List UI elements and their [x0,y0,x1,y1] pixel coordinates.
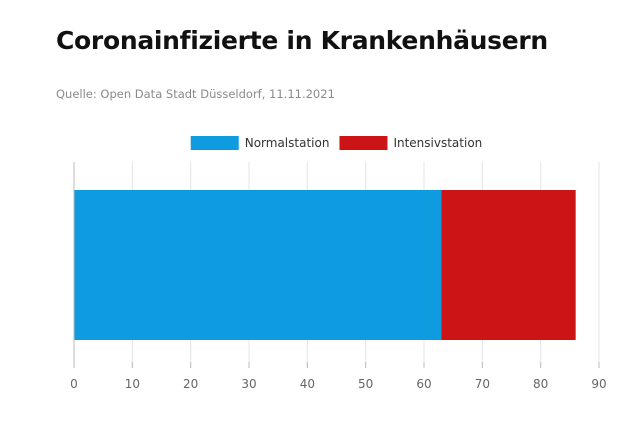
x-tick-label: 80 [533,377,548,391]
x-tick-label: 90 [591,377,606,391]
x-tick-label: 50 [358,377,373,391]
x-axis: 0 10 20 30 40 50 60 70 80 90 [70,162,607,391]
chart-source: Quelle: Open Data Stadt Düsseldorf, 11.1… [56,87,335,101]
x-tick-label: 10 [125,377,140,391]
legend-swatch-intensivstation [339,136,388,150]
x-tick-label: 20 [183,377,198,391]
bars [74,190,576,340]
x-tick-label: 0 [70,377,78,391]
x-tick-label: 70 [475,377,490,391]
legend-label-intensivstation: Intensivstation [393,136,482,150]
legend-label-normalstation: Normalstation [245,136,330,150]
x-tick-label: 40 [300,377,315,391]
legend-swatch-normalstation [190,136,239,150]
bar-normalstation [74,190,442,340]
bar-intensivstation [441,190,576,340]
x-tick-label: 30 [241,377,256,391]
x-tick-label: 60 [416,377,431,391]
chart-title: Coronainfizierte in Krankenhäusern [56,26,548,55]
legend: Normalstation Intensivstation [190,136,482,150]
